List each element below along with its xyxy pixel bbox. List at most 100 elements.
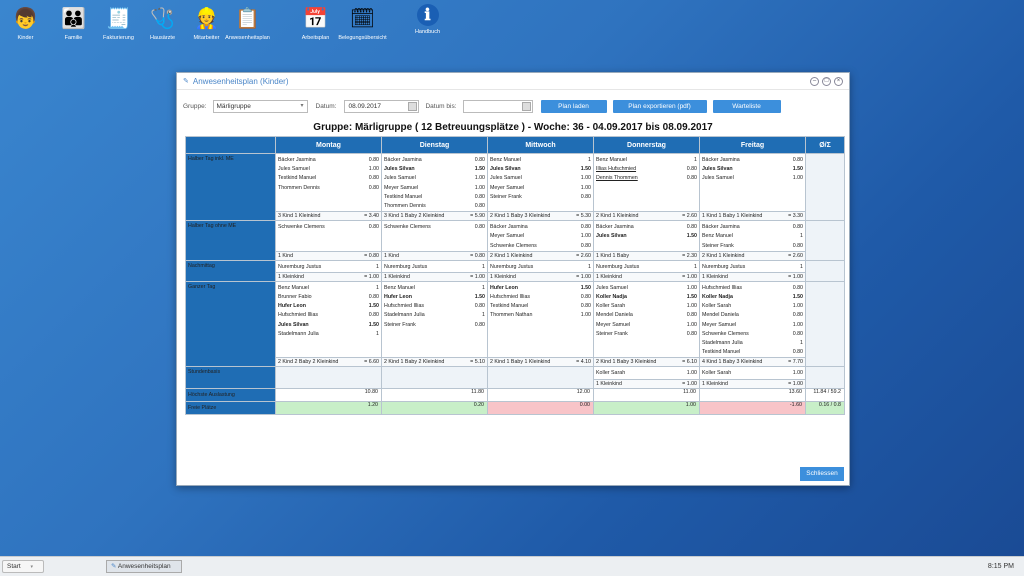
plan-export-button[interactable]: Plan exportieren (pdf) [612, 99, 707, 113]
list-item[interactable]: Nuremburg Justus 1 [278, 263, 379, 272]
list-item[interactable]: Testkind Manuel 0.80 [702, 348, 803, 357]
list-item[interactable]: Jules Silvan 1.50 [384, 165, 485, 174]
window-titlebar[interactable]: ✎ Anwesenheitsplan (Kinder) – □ × [177, 73, 849, 90]
desktop-icon-6[interactable]: 📅 Arbeitsplan [292, 4, 339, 42]
list-item[interactable]: Jules Samuel 1.00 [702, 174, 803, 183]
list-item[interactable]: Bäcker Jasmina 0.80 [596, 223, 697, 232]
list-item[interactable]: Jules Silvan 1.50 [490, 165, 591, 174]
child-factor: 0.80 [474, 321, 485, 328]
start-button[interactable]: Start ▾ [2, 560, 44, 573]
list-item[interactable]: Meyer Samuel 1.00 [702, 321, 803, 330]
gruppe-select[interactable]: Märligruppe ▾ [212, 99, 308, 113]
desktop-icon-2[interactable]: 🧾 Fakturierung [95, 4, 142, 42]
plan-laden-button[interactable]: Plan laden [540, 99, 607, 113]
list-item[interactable]: Dennis Thommen 0.80 [596, 174, 697, 183]
list-item[interactable]: Hufer Leon 1.50 [278, 302, 379, 311]
desktop-icon-4[interactable]: 👷 Mitarbeiter [183, 4, 230, 42]
desktop-icon-0[interactable]: 👦 Kinder [2, 4, 49, 42]
list-item[interactable]: Thommen Dennis 0.80 [384, 202, 485, 211]
list-item[interactable]: Benz Manuel 1 [278, 284, 379, 293]
list-item[interactable]: Meyer Samuel 1.00 [384, 184, 485, 193]
child-name: Koller Sarah [596, 303, 626, 310]
list-item[interactable]: Hufschmied Illias 0.80 [702, 284, 803, 293]
list-item[interactable]: Hufer Leon 1.50 [384, 293, 485, 302]
list-item[interactable]: Koller Nadja 1.50 [702, 293, 803, 302]
taskbar-item-anwesenheitsplan[interactable]: ✎ Anwesenheitsplan [106, 560, 182, 573]
summary-text: 1 Kleinkind [278, 273, 304, 280]
list-item[interactable]: Illias Hufschmied 0.80 [596, 165, 697, 174]
datum-input[interactable]: 08.09.2017 [344, 99, 420, 113]
list-item[interactable]: Bäcker Jasmina 0.80 [384, 156, 485, 165]
maximize-icon[interactable]: □ [822, 76, 831, 86]
list-item[interactable]: Bäcker Jasmina 0.80 [702, 223, 803, 232]
list-item[interactable]: Schwenke Clemens 0.80 [278, 223, 379, 232]
list-item[interactable]: Testkind Manuel 0.80 [384, 193, 485, 202]
datum-bis-input[interactable] [462, 99, 533, 113]
list-item[interactable]: Testkind Manuel 0.80 [278, 174, 379, 183]
child-factor: 0.80 [580, 303, 591, 310]
list-item[interactable]: Mendel Daniela 0.80 [596, 311, 697, 320]
list-item[interactable]: Koller Sarah 1.00 [596, 302, 697, 311]
child-factor: 0.80 [368, 224, 379, 231]
list-item[interactable]: Benz Manuel 1 [702, 232, 803, 241]
list-item[interactable]: Meyer Samuel 1.00 [596, 321, 697, 330]
list-item[interactable]: Steiner Frank 0.80 [490, 193, 591, 202]
list-item[interactable]: Nuremburg Justus 1 [596, 263, 697, 272]
list-item[interactable]: Nuremburg Justus 1 [384, 263, 485, 272]
list-item[interactable]: Benz Manuel 1 [490, 156, 591, 165]
list-item[interactable]: Stadelmann Julia 1 [278, 330, 379, 339]
list-item[interactable]: Bäcker Jasmina 0.80 [278, 156, 379, 165]
list-item[interactable]: Steiner Frank 0.80 [702, 242, 803, 251]
list-item[interactable]: Jules Samuel 1.00 [596, 284, 697, 293]
list-item[interactable]: Hufschmied Illias 0.80 [384, 302, 485, 311]
list-item[interactable]: Steiner Frank 0.80 [596, 330, 697, 339]
list-item[interactable]: Jules Samuel 1.00 [384, 174, 485, 183]
summary-total: = 7.70 [788, 359, 803, 366]
close-icon[interactable]: × [834, 76, 843, 86]
list-item[interactable]: Nuremburg Justus 1 [490, 263, 591, 272]
desktop-icon-8[interactable]: ℹ Handbuch [404, 4, 451, 35]
list-item[interactable]: Bäcker Jasmina 0.80 [490, 223, 591, 232]
list-item[interactable]: Benz Manuel 1 [384, 284, 485, 293]
list-item[interactable]: Koller Sarah 1.00 [702, 369, 803, 378]
list-item[interactable]: Steiner Frank 0.80 [384, 321, 485, 330]
list-item[interactable]: Jules Silvan 1.50 [702, 165, 803, 174]
child-name: Illias Hufschmied [596, 166, 637, 173]
list-item[interactable]: Hufschmied Illias 0.80 [278, 311, 379, 320]
calendar-icon[interactable] [408, 101, 418, 111]
list-item[interactable]: Koller Nadja 1.50 [596, 293, 697, 302]
list-item[interactable]: Bäcker Jasmina 0.80 [702, 156, 803, 165]
list-item[interactable]: Schwenke Clemens 0.80 [490, 242, 591, 251]
desktop-icon-7[interactable]: 🗓 Belegungsübersicht [338, 4, 386, 42]
minimize-icon[interactable]: – [810, 76, 819, 86]
calendar-icon[interactable] [521, 101, 531, 111]
list-item[interactable]: Testkind Manuel 0.80 [490, 302, 591, 311]
desktop-icon-5[interactable]: 📋 Anwesenheitsplan [224, 4, 271, 42]
list-item[interactable]: Meyer Samuel 1.00 [490, 232, 591, 241]
list-item[interactable]: Koller Sarah 1.00 [702, 302, 803, 311]
child-name: Steiner Frank [596, 330, 628, 337]
list-item[interactable]: Thommen Nathan 1.00 [490, 311, 591, 320]
list-item[interactable]: Koller Sarah 1.00 [596, 369, 697, 378]
list-item[interactable]: Jules Silvan 1.50 [278, 321, 379, 330]
schliessen-button[interactable]: Schliessen [800, 467, 844, 481]
list-item[interactable]: Jules Samuel 1.00 [490, 174, 591, 183]
list-item[interactable]: Schwenke Clemens 0.80 [384, 223, 485, 232]
list-item[interactable]: Jules Samuel 1.00 [278, 165, 379, 174]
warteliste-button[interactable]: Warteliste [712, 99, 781, 113]
desktop-icon-1[interactable]: 👪 Familie [50, 4, 97, 42]
list-item[interactable]: Nuremburg Justus 1 [702, 263, 803, 272]
list-item[interactable]: Hufer Leon 1.50 [490, 284, 591, 293]
list-item[interactable]: Schwenke Clemens 0.80 [702, 330, 803, 339]
list-item[interactable]: Meyer Samuel 1.00 [490, 184, 591, 193]
list-item[interactable]: Stadelmann Julia 1 [384, 311, 485, 320]
list-item[interactable]: Stadelmann Julia 1 [702, 339, 803, 348]
list-item[interactable]: Thommen Dennis 0.80 [278, 184, 379, 193]
table-row: Halber Tag ohne ME Schwenke Clemens 0.80 1 … [185, 220, 845, 261]
list-item[interactable]: Hufschmied Illias 0.80 [490, 293, 591, 302]
list-item[interactable]: Benz Manuel 1 [596, 156, 697, 165]
list-item[interactable]: Jules Silvan 1.50 [596, 232, 697, 241]
list-item[interactable]: Mendel Daniela 0.80 [702, 311, 803, 320]
desktop-icon-3[interactable]: 🩺 Hausärzte [139, 4, 186, 42]
list-item[interactable]: Brunner Fabio 0.80 [278, 293, 379, 302]
